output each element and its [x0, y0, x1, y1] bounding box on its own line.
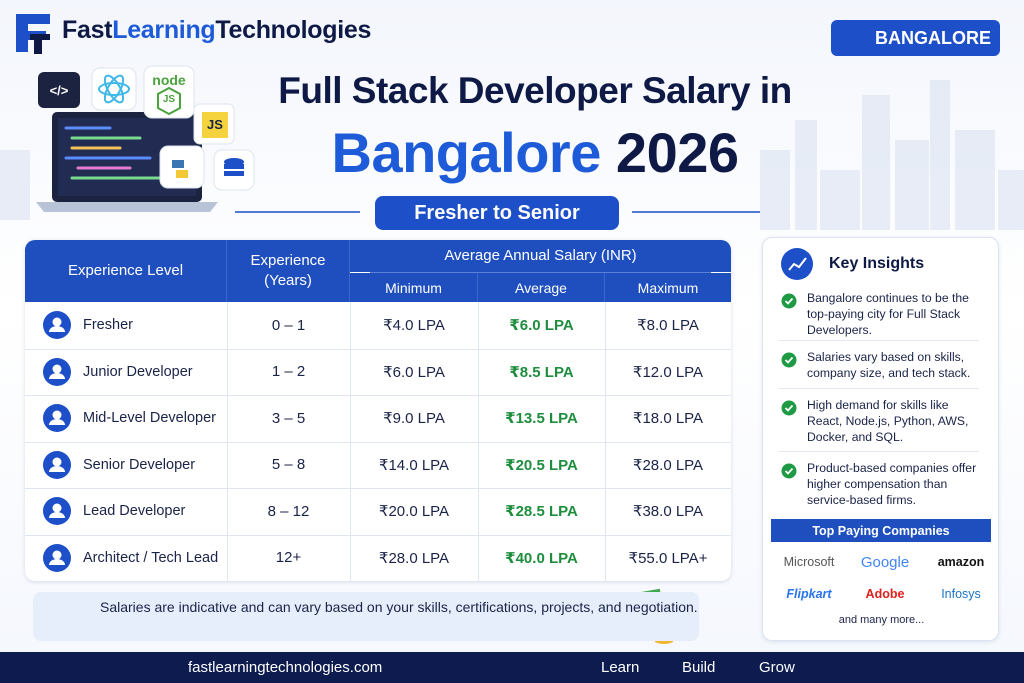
level-cell: Fresher	[83, 317, 133, 334]
column-divider	[478, 302, 479, 581]
table-row	[25, 488, 731, 535]
column-divider	[605, 302, 606, 581]
check-icon	[781, 352, 797, 368]
city-badge: BANGALORE	[831, 20, 1000, 56]
row-icon	[43, 357, 71, 386]
level-cell: Lead Developer	[83, 503, 186, 520]
level-cell: Junior Developer	[83, 363, 193, 380]
node-js-icon: JS	[162, 94, 176, 105]
value-cell: ₹6.0 LPA	[509, 317, 574, 335]
value-cell: ₹28.5 LPA	[505, 503, 578, 521]
value-cell: ₹4.0 LPA	[383, 317, 445, 335]
row-icon	[43, 311, 71, 340]
table-row	[25, 395, 731, 442]
value-cell: ₹14.0 LPA	[378, 456, 450, 474]
value-cell: 1 – 2	[271, 363, 306, 381]
insights-icon	[781, 248, 813, 280]
title-year: 2026	[615, 121, 739, 184]
check-icon	[781, 400, 797, 416]
separator	[779, 451, 979, 452]
insight-item: Bangalore continues to be the top-paying…	[807, 291, 969, 337]
brand-part: Technologies	[215, 16, 372, 44]
insights-title: Key Insights	[829, 255, 925, 272]
header-cell: Minimum	[350, 273, 478, 302]
header-cell: Experience (Years)	[227, 240, 350, 302]
table-row	[25, 348, 731, 396]
company-logo: Google	[860, 553, 910, 571]
level-cell: Mid-Level Developer	[83, 410, 216, 427]
level-cell: Architect / Tech Lead	[83, 549, 219, 566]
footer-tag: Grow	[759, 659, 795, 676]
level-cell: Senior Developer	[83, 456, 196, 473]
subtitle: Fresher to Senior	[375, 196, 619, 230]
insight-item: Salaries vary based on skills, company s…	[807, 350, 971, 380]
value-cell: ₹18.0 LPA	[632, 410, 704, 428]
value-cell: ₹20.5 LPA	[505, 456, 578, 474]
footer: fastlearningtechnologies.com Learn Build…	[0, 652, 1024, 683]
company-logo: Flipkart	[786, 587, 832, 601]
row-icon	[43, 497, 71, 526]
note: Salaries are indicative and can vary bas…	[33, 592, 699, 641]
separator	[779, 340, 979, 341]
value-cell: ₹28.0 LPA	[378, 549, 450, 567]
value-cell: ₹38.0 LPA	[632, 503, 704, 521]
company-logo: amazon	[937, 555, 985, 569]
row-icon	[43, 450, 71, 479]
value-cell: ₹40.0 LPA	[505, 549, 578, 567]
title-line: Bangalore 2026	[200, 120, 870, 185]
footer-tag: Learn	[601, 659, 640, 676]
brand-part: Fast	[62, 16, 113, 44]
header-cell: Average	[478, 273, 605, 302]
header-cell: Average Annual Salary (INR)	[350, 240, 731, 272]
value-cell: 8 – 12	[267, 502, 310, 520]
code-icon: </>	[49, 82, 69, 98]
table-row	[25, 441, 731, 489]
value-cell: ₹8.5 LPA	[509, 363, 574, 381]
value-cell: ₹28.0 LPA	[632, 456, 704, 474]
companies-title: Top Paying Companies	[771, 519, 991, 542]
insights-panel: Key Insights Bangalore continues to be th…	[762, 237, 999, 641]
company-logo: Microsoft	[783, 555, 835, 569]
check-icon	[781, 293, 797, 309]
column-divider	[227, 302, 228, 581]
column-divider	[350, 302, 351, 581]
title-line: Full Stack Developer Salary in	[278, 70, 792, 111]
salary-table: Experience Level Experience (Years) Averag…	[25, 240, 731, 581]
brand: FastLearningTechnologies	[62, 16, 371, 45]
title-city: Bangalore	[331, 121, 602, 184]
value-cell: 12+	[275, 549, 302, 567]
row-icon	[43, 404, 71, 433]
footer-tag: Build	[682, 659, 716, 676]
value-cell: 5 – 8	[271, 456, 306, 474]
value-cell: 0 – 1	[271, 316, 306, 334]
brand-part: Learning	[112, 16, 216, 44]
value-cell: 3 – 5	[271, 409, 306, 427]
insight-item: High demand for skills like React, Node.…	[807, 398, 969, 444]
table-row	[25, 534, 731, 582]
header-cell: Experience Level	[25, 240, 227, 302]
value-cell: ₹55.0 LPA+	[628, 549, 708, 567]
insight-item: Product-based companies offer higher com…	[807, 461, 977, 507]
more-text: and many more...	[838, 614, 925, 626]
js-icon: JS	[207, 117, 223, 132]
value-cell: ₹20.0 LPA	[378, 503, 450, 521]
company-logo: Adobe	[865, 587, 905, 601]
node-icon: node	[152, 72, 186, 88]
website: fastlearningtechnologies.com	[188, 659, 383, 676]
separator	[779, 388, 979, 389]
check-icon	[781, 463, 797, 479]
row-icon	[43, 543, 71, 572]
value-cell: ₹6.0 LPA	[383, 363, 445, 381]
divider	[370, 272, 711, 273]
value-cell: ₹12.0 LPA	[632, 363, 704, 381]
value-cell: ₹13.5 LPA	[505, 410, 578, 428]
company-logo: Infosys	[941, 587, 981, 601]
header-cell: Maximum	[605, 273, 731, 302]
value-cell: ₹9.0 LPA	[383, 410, 445, 428]
value-cell: ₹8.0 LPA	[637, 317, 699, 335]
